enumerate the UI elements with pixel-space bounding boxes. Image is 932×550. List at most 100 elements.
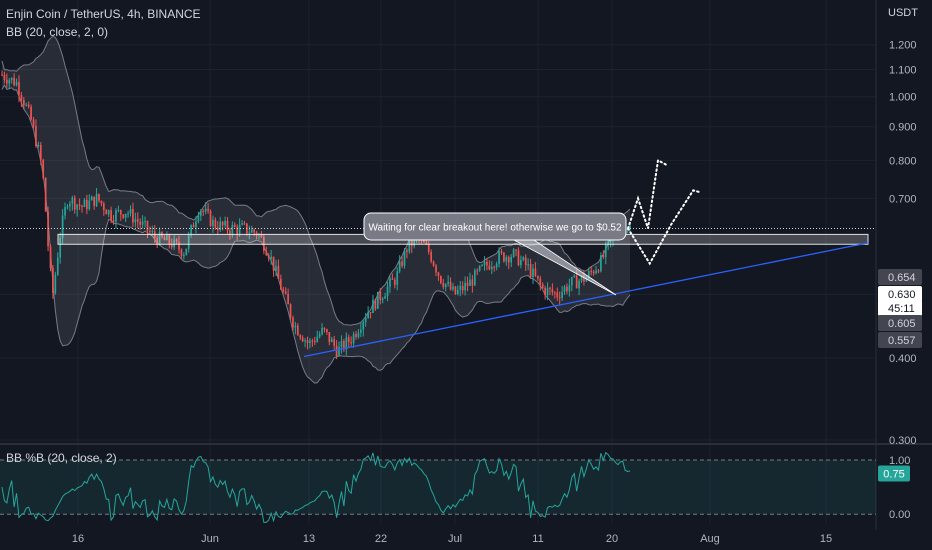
- candle-body: [270, 256, 272, 259]
- candle-body: [372, 299, 374, 314]
- candle-body: [306, 340, 309, 343]
- price-label-bg: [878, 315, 922, 331]
- candle-body: [364, 318, 367, 323]
- lower-band: [1, 84, 631, 384]
- candle-body: [340, 340, 343, 348]
- candle-body: [107, 210, 110, 215]
- candle-body: [88, 200, 91, 210]
- candle-body: [42, 159, 45, 178]
- candle-body: [110, 210, 112, 221]
- candle-body: [204, 208, 207, 212]
- candle-body: [558, 297, 561, 299]
- candle-body: [595, 270, 597, 274]
- candle-body: [503, 252, 505, 262]
- projection-path-dip: [627, 189, 702, 266]
- candle-body: [500, 251, 503, 253]
- projection-arrows[interactable]: [627, 158, 702, 266]
- candle-body: [216, 227, 219, 231]
- candle-body: [381, 298, 384, 300]
- candle-body: [316, 336, 319, 342]
- candle-body: [219, 221, 222, 231]
- candle-body: [66, 206, 69, 208]
- candle-body: [258, 234, 260, 236]
- callout-box: [363, 212, 627, 241]
- candle-body: [553, 292, 556, 294]
- candle-body: [350, 342, 353, 344]
- candle-body: [275, 265, 277, 271]
- candle-body: [321, 327, 323, 335]
- candle-body: [212, 219, 214, 226]
- price-tick-label: 0.800: [889, 155, 917, 167]
- candle-body: [178, 242, 180, 250]
- candle-body: [476, 270, 479, 272]
- candle-body: [333, 339, 336, 346]
- candle-body: [122, 214, 125, 218]
- candle-body: [367, 312, 369, 319]
- candle-body: [386, 286, 389, 297]
- candle-body: [15, 81, 18, 86]
- price-tick-label: 1.000: [889, 92, 917, 104]
- price-axis[interactable]: 1.2001.1001.0000.9000.8000.7000.5000.400…: [889, 40, 917, 447]
- candle-body: [454, 286, 457, 295]
- candle-body: [98, 193, 100, 201]
- candle-body: [362, 322, 365, 330]
- candle-body: [149, 231, 151, 233]
- candle-body: [597, 270, 600, 272]
- candle-body: [199, 210, 202, 216]
- candle-body: [299, 335, 302, 338]
- candle-body: [221, 221, 224, 226]
- time-axis[interactable]: 16 Jun 13 22 Jul 11 20 Aug 15: [72, 533, 832, 545]
- candle-body: [493, 266, 496, 268]
- candle-body: [355, 334, 357, 337]
- candle-body: [469, 279, 471, 286]
- price-tick-label: 1.200: [889, 40, 917, 52]
- candle-body: [141, 221, 144, 225]
- candle-body: [570, 276, 573, 286]
- candle-body: [151, 231, 154, 233]
- candle-body: [202, 210, 205, 212]
- candle-body: [369, 312, 372, 314]
- candle-body: [309, 340, 311, 343]
- candle-body: [391, 278, 394, 280]
- candle-body: [214, 219, 217, 228]
- candle-body: [471, 279, 474, 286]
- candle-body: [170, 243, 173, 248]
- candle-body: [115, 210, 117, 222]
- candle-body: [156, 237, 159, 245]
- candle-body: [35, 125, 37, 146]
- candle-body: [39, 144, 42, 160]
- indicator-label[interactable]: BB (20, close, 2, 0): [6, 25, 109, 39]
- candle-body: [59, 238, 62, 258]
- candle-body: [313, 341, 316, 343]
- candle-body: [277, 265, 280, 279]
- candle-body: [452, 286, 454, 290]
- callout-text: Waiting for clear breakout here! otherwi…: [368, 223, 622, 234]
- candle-body: [495, 263, 498, 268]
- candle-body: [512, 249, 515, 257]
- candle-body: [384, 296, 386, 299]
- candle-body: [124, 213, 127, 218]
- currency-label[interactable]: USDT: [888, 7, 918, 19]
- candle-body: [544, 287, 546, 295]
- candle-body: [466, 282, 469, 286]
- candle-body: [600, 255, 602, 272]
- candle-body: [52, 268, 54, 293]
- candle-body: [602, 255, 605, 258]
- time-tick-label: 16: [72, 533, 84, 545]
- ascending-trendline[interactable]: [303, 242, 869, 358]
- candle-body: [190, 225, 192, 235]
- time-tick-label: Jun: [201, 533, 219, 545]
- chart-title[interactable]: Enjin Coin / TetherUS, 4h, BINANCE: [6, 7, 201, 21]
- candle-body: [575, 275, 578, 289]
- price-tick-label: 0.700: [889, 193, 917, 205]
- candle-body: [435, 265, 437, 273]
- candle-body: [408, 238, 411, 252]
- candle-body: [520, 260, 522, 266]
- candle-body: [129, 209, 132, 214]
- callout-annotation[interactable]: Waiting for clear breakout here! otherwi…: [363, 212, 627, 296]
- oscillator-label[interactable]: BB %B (20, close, 2): [6, 451, 117, 465]
- candle-body: [318, 334, 321, 337]
- candle-body: [260, 234, 263, 238]
- price-label-text: 0.654: [888, 272, 916, 284]
